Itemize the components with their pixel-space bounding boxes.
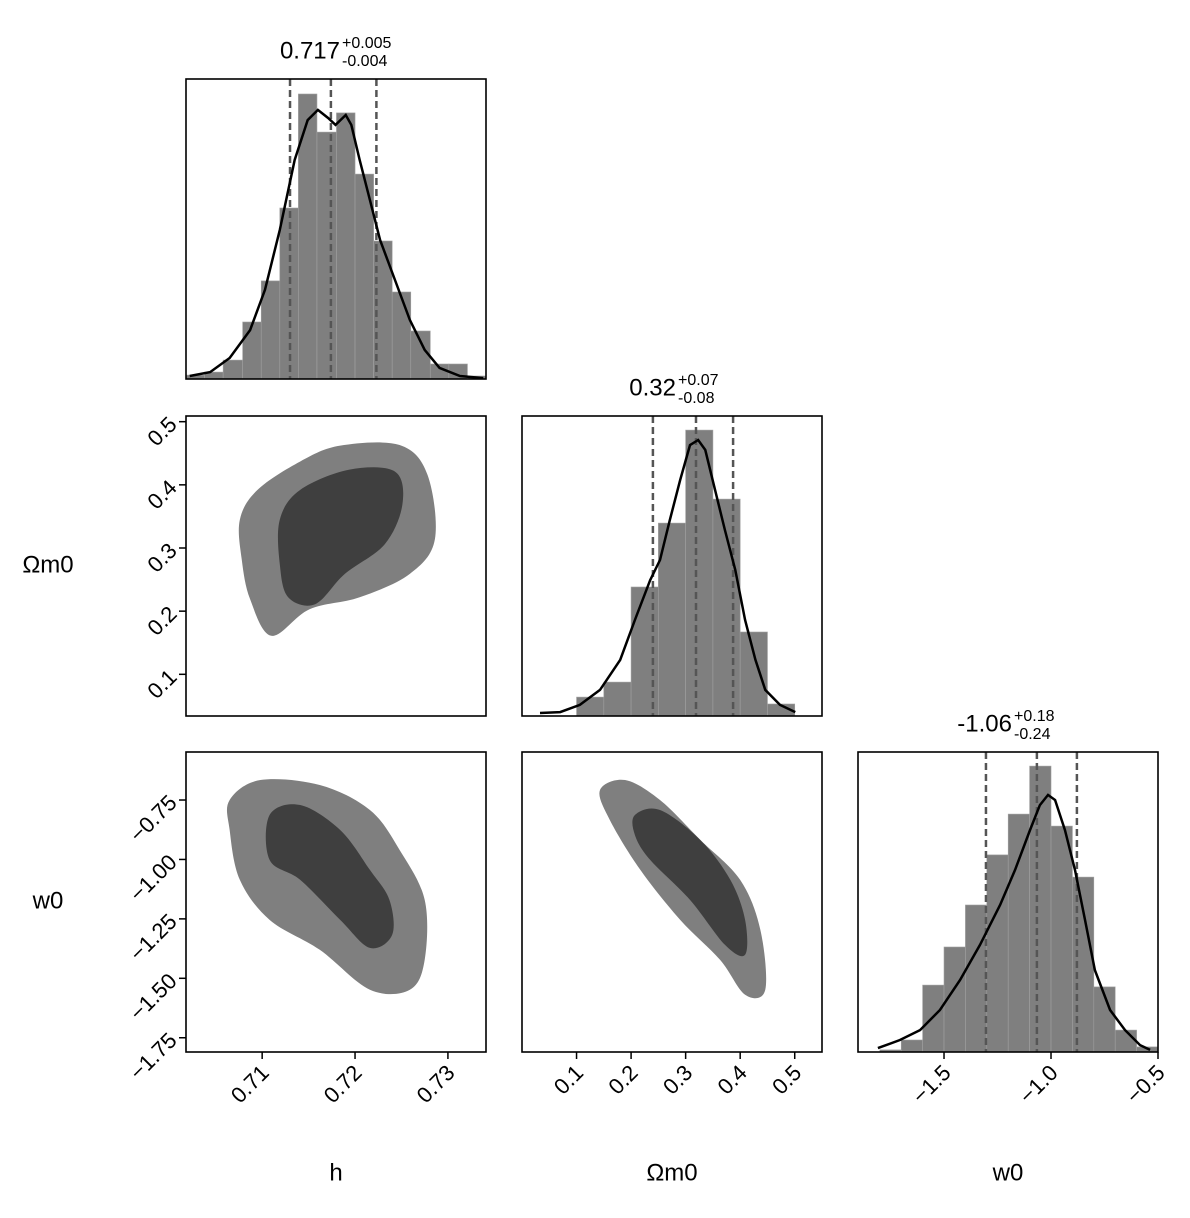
panel: 0.1 0.2 0.3 0.4 0.5 Ωm0 xyxy=(22,412,487,717)
y-tick-label: 0.3 xyxy=(142,538,181,577)
x-tick-label: 0.3 xyxy=(658,1060,697,1099)
panel-title: 0.32 xyxy=(629,374,676,401)
x-tick-label: −1.5 xyxy=(907,1060,955,1108)
hist-bar xyxy=(603,681,632,717)
panel: 0.32 +0.07-0.08 xyxy=(521,372,823,717)
x-tick-label: 0.71 xyxy=(226,1060,274,1108)
hist-bar xyxy=(922,984,945,1053)
x-axis-label: h xyxy=(329,1159,342,1186)
x-axis-label: Ωm0 xyxy=(646,1159,697,1186)
x-tick-label: 0.72 xyxy=(319,1060,367,1108)
y-tick-label: −1.00 xyxy=(125,849,182,906)
y-tick-label: −1.75 xyxy=(125,1028,182,1085)
hist-bar xyxy=(1007,813,1030,1053)
contour xyxy=(632,808,748,957)
hist-bar xyxy=(222,359,243,380)
panel-frame xyxy=(185,78,487,380)
hist-bar xyxy=(391,291,412,380)
y-axis-label: Ωm0 xyxy=(22,551,73,578)
y-tick-label: 0.4 xyxy=(142,475,181,514)
hist-bar xyxy=(1050,825,1073,1053)
title-minus: -0.08 xyxy=(678,390,715,407)
contour xyxy=(265,804,394,949)
y-tick-label: −0.75 xyxy=(125,790,182,847)
x-tick-label: −1.0 xyxy=(1014,1060,1062,1108)
panel: -1.06 +0.18-0.24 −1.5 −1.0 −0.5 w0 xyxy=(857,708,1170,1186)
hist-bar xyxy=(986,854,1009,1053)
title-minus: -0.24 xyxy=(1014,726,1051,743)
panel-title: 0.717 xyxy=(280,37,340,64)
panel-frame xyxy=(521,751,823,1053)
y-tick-label: 0.5 xyxy=(142,412,181,451)
title-plus: +0.18 xyxy=(1014,708,1055,725)
kde-line xyxy=(189,108,484,380)
panel-frame xyxy=(857,751,1159,1053)
x-axis-label: w0 xyxy=(992,1159,1024,1186)
hist-bar xyxy=(739,631,768,717)
title-plus: +0.07 xyxy=(678,372,719,389)
panel-title: -1.06 xyxy=(957,710,1012,737)
panel-frame xyxy=(521,415,823,717)
hist-bar xyxy=(1072,876,1095,1053)
panel: 0.717 +0.005-0.004 xyxy=(185,35,487,380)
hist-bar xyxy=(576,696,605,717)
hist-bar xyxy=(900,1039,923,1053)
x-tick-label: 0.4 xyxy=(713,1060,752,1099)
y-tick-label: 0.2 xyxy=(142,601,181,640)
hist-bar xyxy=(1029,765,1052,1053)
x-tick-label: 0.1 xyxy=(549,1060,588,1099)
y-axis-label: w0 xyxy=(32,887,64,914)
hist-bar xyxy=(685,429,714,717)
panel: 0.71 0.72 0.73 −0.75−1.00−1.25−1.50−1.75 h w0 xyxy=(32,751,487,1186)
panel-frame xyxy=(185,415,487,717)
title-plus: +0.005 xyxy=(342,35,391,52)
kde-line xyxy=(539,438,796,715)
x-tick-label: 0.73 xyxy=(412,1060,460,1108)
hist-bar xyxy=(242,321,262,380)
hist-bar xyxy=(1114,1029,1137,1053)
y-tick-label: −1.25 xyxy=(125,909,182,966)
title-minus: -0.004 xyxy=(342,53,387,70)
x-tick-label: 0.2 xyxy=(603,1060,642,1099)
x-tick-label: 0.5 xyxy=(767,1060,806,1099)
y-tick-label: −1.50 xyxy=(125,968,182,1025)
y-tick-label: 0.1 xyxy=(142,664,181,703)
hist-bar xyxy=(630,586,659,717)
contour xyxy=(277,467,404,606)
x-tick-label: −0.5 xyxy=(1121,1060,1169,1108)
hist-bar xyxy=(336,112,356,380)
kde-line xyxy=(877,793,1151,1052)
hist-bar xyxy=(965,904,988,1053)
panel-frame xyxy=(185,751,487,1053)
panel: 0.1 0.2 0.3 0.4 0.5 Ωm0 xyxy=(521,751,823,1186)
hist-bar xyxy=(316,131,337,380)
